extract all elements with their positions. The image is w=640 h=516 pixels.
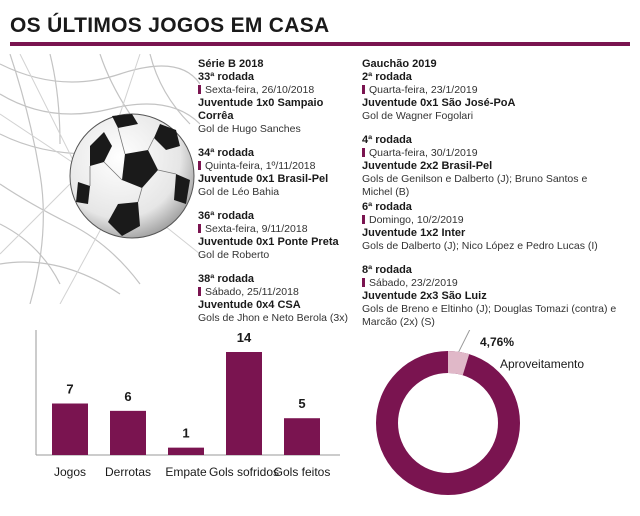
game-date: Quarta-feira, 23/1/2019 <box>362 84 618 97</box>
category-label: Derrotas <box>105 465 151 479</box>
bar <box>52 403 88 455</box>
game-entry: 4ª rodada Quarta-feira, 30/1/2019 Juvent… <box>362 134 618 199</box>
game-entry: 36ª rodada Sexta-feira, 9/11/2018 Juvent… <box>198 210 358 262</box>
match-result: Juventude 2x3 São Luiz <box>362 290 487 302</box>
match-result: Juventude 1x2 Inter <box>362 227 466 239</box>
bar-value-label: 14 <box>237 330 252 345</box>
bar-value-label: 5 <box>298 396 305 411</box>
gauchao-column: Gauchão 2019 2ª rodada Quarta-feira, 23/… <box>362 58 618 340</box>
game-date: Sexta-feira, 9/11/2018 <box>198 223 358 236</box>
goal-scorers: Gols de Genilson e Dalberto (J); Bruno S… <box>362 173 588 198</box>
goal-scorers: Gol de Léo Bahia <box>198 186 280 198</box>
game-entry: 34ª rodada Quinta-feira, 1º/11/2018 Juve… <box>198 147 358 199</box>
goal-scorers: Gols de Dalberto (J); Nico López e Pedro… <box>362 240 598 252</box>
category-label: Gols sofridos <box>209 465 279 479</box>
donut-slice-rest <box>376 351 520 495</box>
category-label: Gols feitos <box>274 465 331 479</box>
rodada-label: 33ª rodada <box>198 71 255 83</box>
goal-scorers: Gol de Roberto <box>198 249 270 261</box>
rodada-label: 6ª rodada <box>362 201 412 213</box>
bar-value-label: 6 <box>124 389 131 404</box>
rodada-label: 38ª rodada <box>198 273 255 285</box>
bar-value-label: 1 <box>182 426 189 441</box>
competition-title: Gauchão 2019 <box>362 58 437 70</box>
game-date: Quarta-feira, 30/1/2019 <box>362 147 618 160</box>
goal-scorers: Gol de Wagner Fogolari <box>362 110 474 122</box>
leader-line <box>458 330 471 353</box>
game-date: Quinta-feira, 1º/11/2018 <box>198 160 358 173</box>
match-result: Juventude 0x1 Ponte Preta <box>198 236 339 248</box>
goal-scorers: Gols de Breno e Eltinho (J); Douglas Tom… <box>362 303 617 328</box>
donut-slice-aproveitamento <box>376 351 520 495</box>
game-date: Sábado, 25/11/2018 <box>198 286 358 299</box>
rodada-label: 36ª rodada <box>198 210 255 222</box>
category-label: Empate <box>165 465 207 479</box>
game-entry: 33ª rodada Sexta-feira, 26/10/2018 Juven… <box>198 71 358 136</box>
rodada-label: 4ª rodada <box>362 134 412 146</box>
title-rule <box>10 42 630 46</box>
game-entry: 2ª rodada Quarta-feira, 23/1/2019 Juvent… <box>362 71 618 123</box>
bar <box>110 410 146 455</box>
game-date: Sábado, 23/2/2019 <box>362 277 618 290</box>
competition-title: Série B 2018 <box>198 58 264 70</box>
match-result: Juventude 2x2 Brasil-Pel <box>362 160 493 172</box>
game-entry: 38ª rodada Sábado, 25/11/2018 Juventude … <box>198 273 358 325</box>
aproveitamento-donut-chart: 4,76% Aproveitamento <box>376 330 584 495</box>
rodada-label: 8ª rodada <box>362 264 412 276</box>
bar-value-label: 7 <box>66 382 73 397</box>
bar <box>284 418 320 455</box>
match-result: Juventude 0x1 Brasil-Pel <box>198 173 329 185</box>
rodada-label: 34ª rodada <box>198 147 255 159</box>
game-date: Domingo, 10/2/2019 <box>362 214 618 227</box>
bar <box>168 447 204 455</box>
stats-bar-chart: 7 Jogos 6 Derrotas 1 Empate 14 Gols sofridos 5 Go… <box>35 330 340 479</box>
match-result: Juventude 0x4 CSA <box>198 299 301 311</box>
category-label: Jogos <box>54 465 86 479</box>
game-entry: 8ª rodada Sábado, 23/2/2019 Juventude 2x… <box>362 264 618 329</box>
rodada-label: 2ª rodada <box>362 71 412 83</box>
soccer-ball-illustration <box>0 54 200 304</box>
match-result: Juventude 1x0 Sampaio Corrêa <box>198 97 324 122</box>
serie-b-column: Série B 2018 33ª rodada Sexta-feira, 26/… <box>198 58 358 336</box>
goal-scorers: Gols de Jhon e Neto Berola (3x) <box>198 312 348 324</box>
bar <box>226 352 262 455</box>
game-date: Sexta-feira, 26/10/2018 <box>198 84 358 97</box>
game-entry: 6ª rodada Domingo, 10/2/2019 Juventude 1… <box>362 201 618 253</box>
match-result: Juventude 0x1 São José-PoA <box>362 97 516 109</box>
page-title: OS ÚLTIMOS JOGOS EM CASA <box>10 14 330 37</box>
percent-label: 4,76% <box>480 335 514 349</box>
goal-scorers: Gol de Hugo Sanches <box>198 123 301 135</box>
slice-label: Aproveitamento <box>500 357 584 371</box>
